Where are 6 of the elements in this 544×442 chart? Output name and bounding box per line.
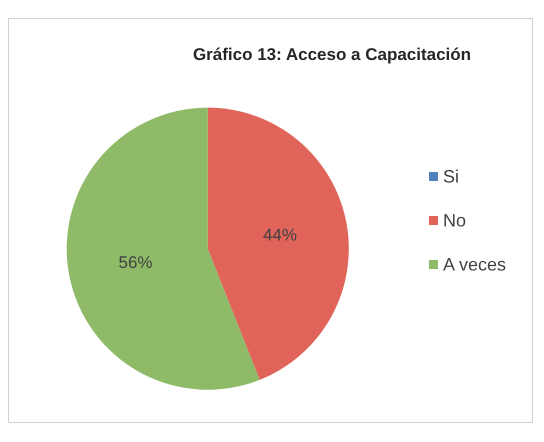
legend-label: Si [442, 166, 459, 186]
legend-label: No [442, 210, 466, 230]
chart-title: Gráfico 13: Acceso a Capacitación [192, 45, 472, 64]
data-label: 44% [262, 225, 297, 244]
data-label: 56% [118, 252, 153, 272]
legend-label: A veces [442, 254, 506, 274]
